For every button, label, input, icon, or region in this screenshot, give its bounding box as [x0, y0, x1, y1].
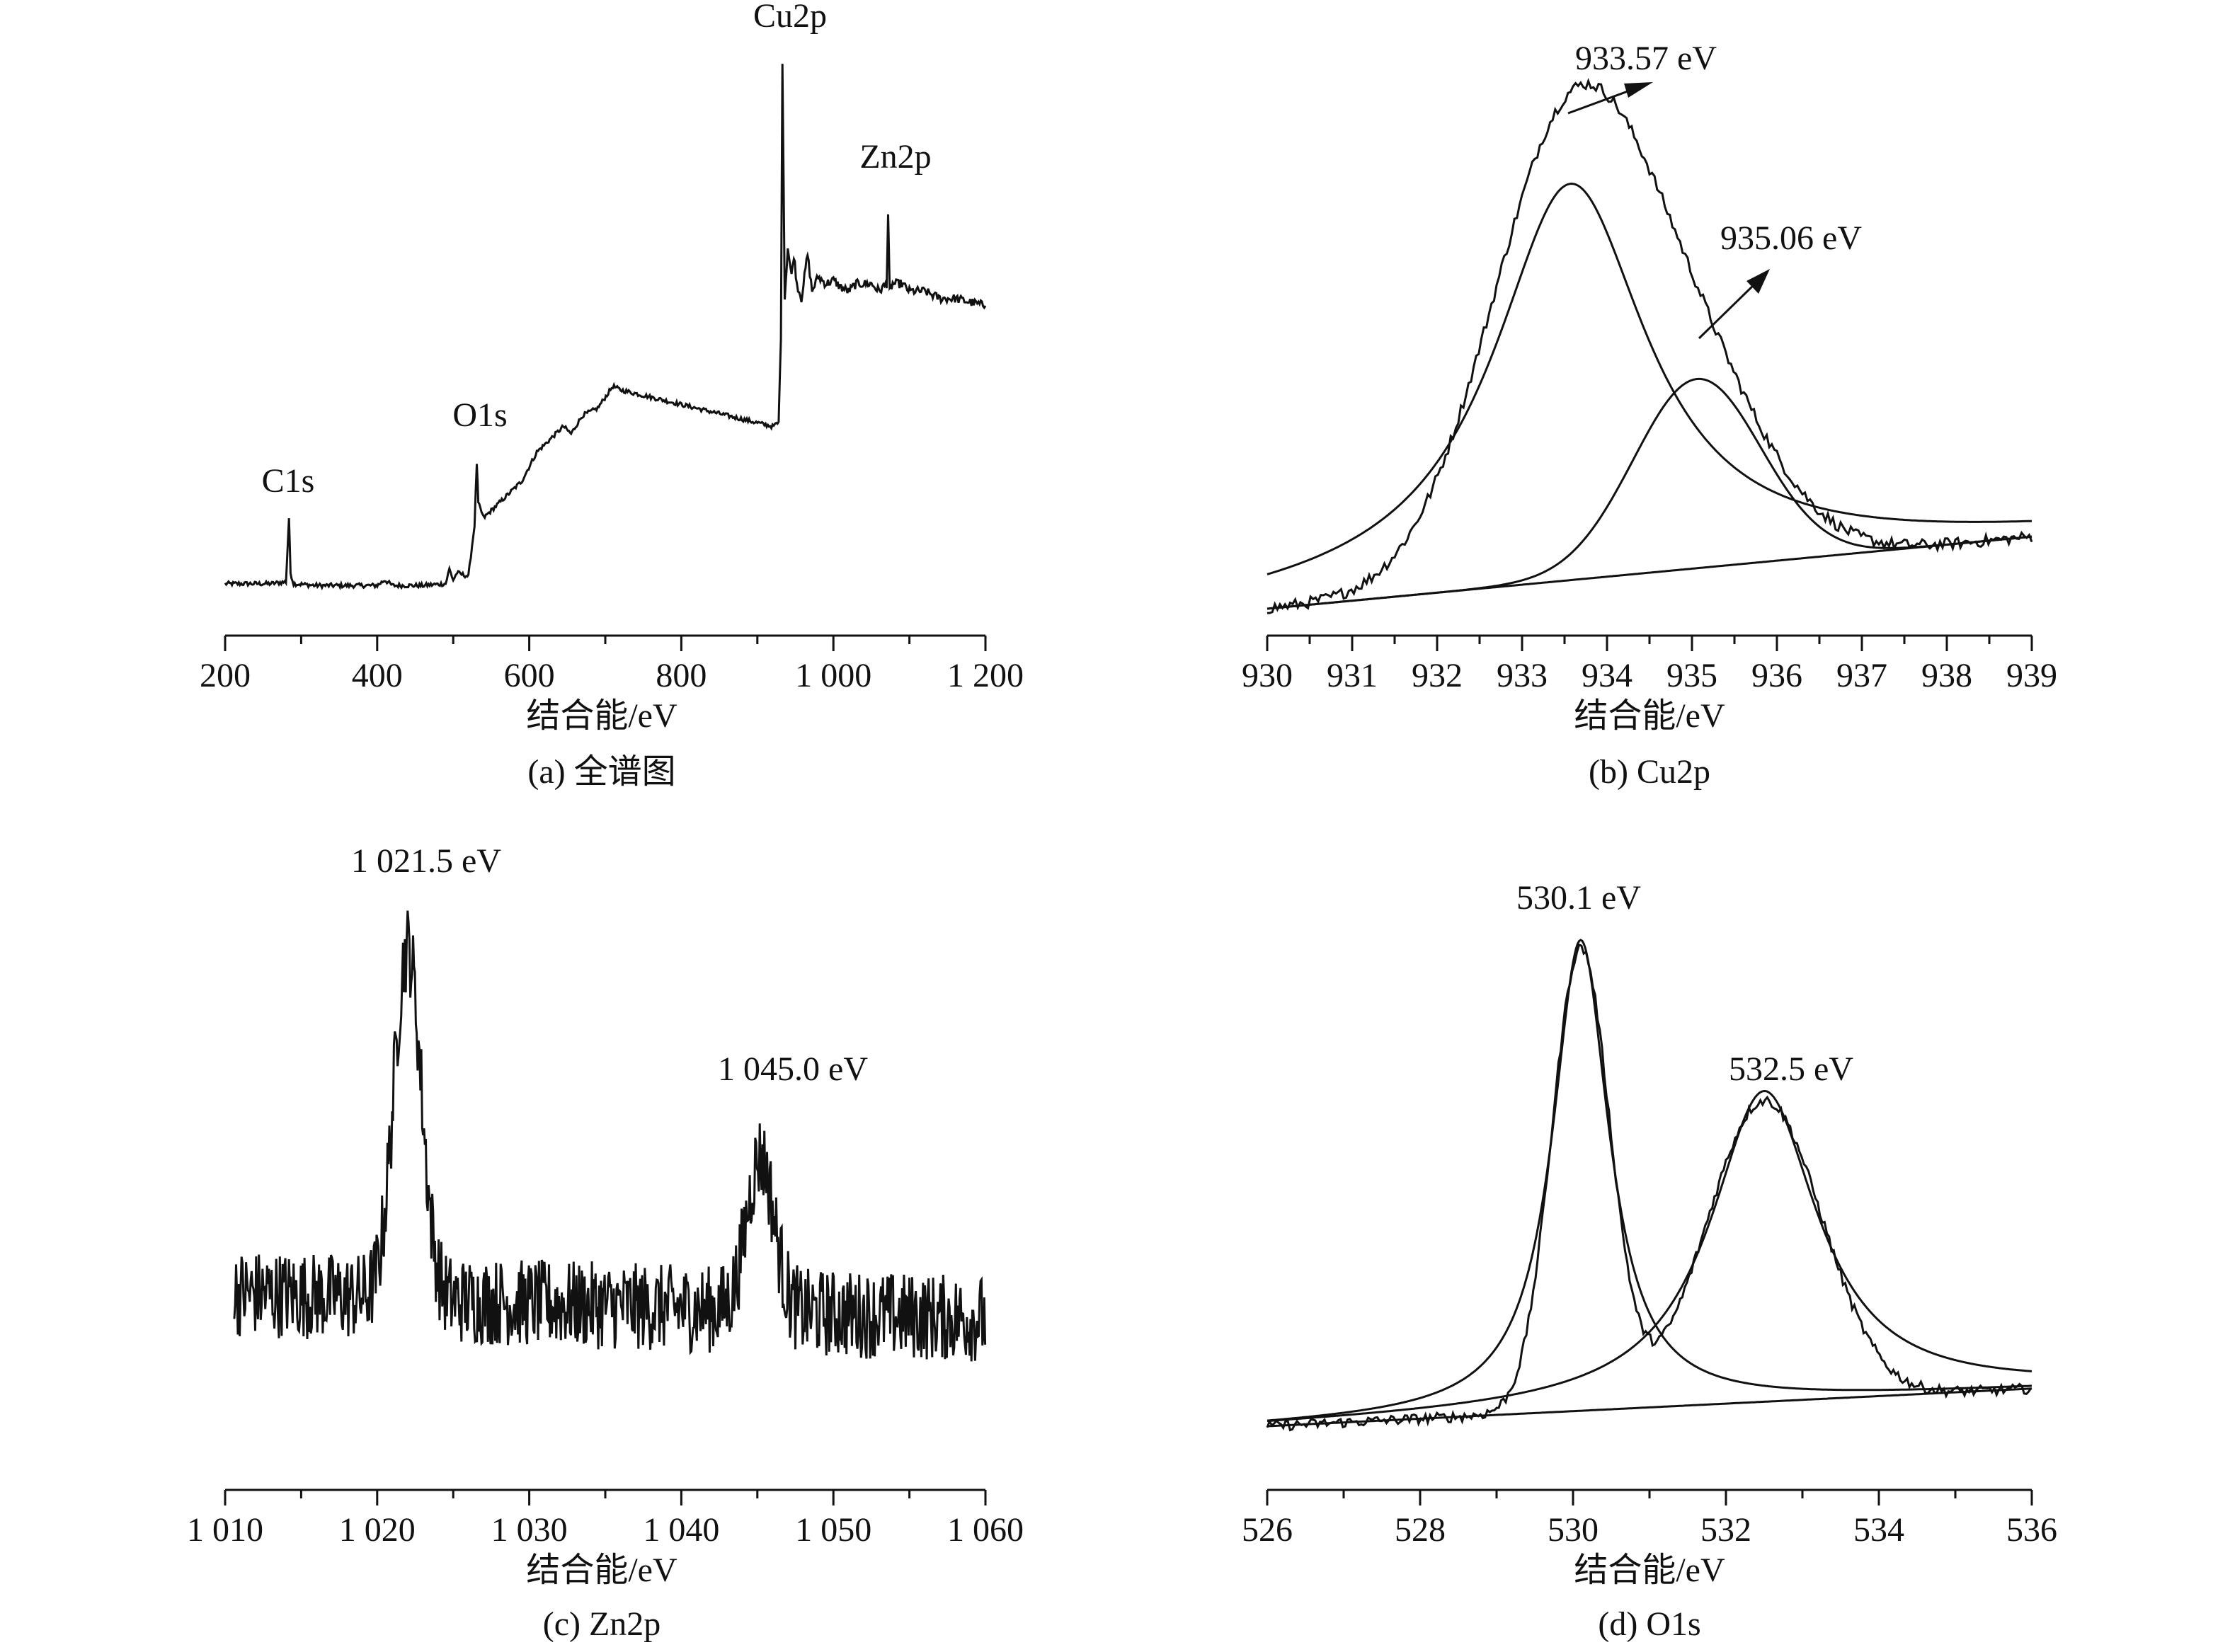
panel-d-tick-label: 536 — [2006, 1511, 2057, 1549]
panel-a-tick-label: 1 200 — [947, 657, 1024, 694]
panel-c-x-axis: 1 010 1 020 1 030 1 040 1 050 1 060 — [187, 1488, 1024, 1549]
panel-c: 1 010 1 020 1 030 1 040 1 050 1 060 1 021.5 e… — [187, 842, 1024, 1643]
panel-c-tick-label: 1 020 — [339, 1511, 416, 1549]
panel-c-caption: (c) Zn2p — [543, 1605, 661, 1643]
panel-c-plot — [233, 910, 987, 1362]
panel-b-annotation-peak1: 933.57 eV — [1575, 40, 1717, 77]
panel-b-tick-label: 938 — [1921, 657, 1972, 694]
panel-b-arrow-1 — [1567, 82, 1653, 115]
panel-d: 526 528 530 532 534 536 530.1 eV 532.5 eV 结合能… — [1242, 879, 2057, 1643]
panel-a-plot — [224, 64, 987, 591]
panel-a-tick-label: 600 — [504, 657, 555, 694]
panel-a-tick-label: 800 — [656, 657, 707, 694]
panel-a-tick-label: 1 000 — [795, 657, 871, 694]
panel-c-annotation-peak1: 1 021.5 eV — [351, 842, 501, 880]
panel-b-tick-label: 934 — [1582, 657, 1633, 694]
panel-c-spectrum-line — [233, 910, 987, 1362]
panel-c-annotation-peak2: 1 045.0 eV — [718, 1050, 868, 1088]
panel-b: 930 931 932 933 934 935 936 937 938 939 933.57 eV… — [1242, 40, 2057, 791]
panel-d-tick-label: 534 — [1853, 1511, 1904, 1549]
panel-b-fit-peak-1 — [1266, 182, 2032, 575]
panel-d-tick-label: 532 — [1700, 1511, 1751, 1549]
panel-a-spectrum-line — [224, 64, 987, 591]
panel-b-tick-label: 931 — [1327, 657, 1378, 694]
panel-b-plot — [1266, 78, 2033, 614]
panel-b-fit-peak-2 — [1266, 377, 2032, 610]
panel-c-tick-label: 1 060 — [947, 1511, 1024, 1549]
panel-d-annotation-peak1: 530.1 eV — [1516, 879, 1641, 917]
panel-d-annotation-peak2: 532.5 eV — [1729, 1050, 1853, 1088]
panel-d-plot — [1266, 939, 2032, 1432]
panel-d-x-axis-title: 结合能/eV — [1574, 1551, 1725, 1589]
panel-a-annotation-cu2p: Cu2p — [753, 0, 827, 35]
panel-b-x-axis: 930 931 932 933 934 935 936 937 938 939 — [1242, 634, 2057, 694]
panel-c-tick-label: 1 030 — [491, 1511, 568, 1549]
panel-d-experimental-line — [1266, 943, 2032, 1432]
panel-a-x-axis: 200 400 600 800 1 000 1 200 — [200, 634, 1024, 694]
panel-b-tick-label: 935 — [1666, 657, 1717, 694]
panel-a: 200 400 600 800 1 000 1 200 C1s O1s Cu2p Zn2p… — [200, 0, 1024, 791]
panel-a-x-axis-title: 结合能/eV — [526, 697, 677, 735]
panel-b-x-axis-title: 结合能/eV — [1574, 697, 1725, 735]
panel-b-tick-label: 937 — [1836, 657, 1887, 694]
panel-d-tick-label: 530 — [1548, 1511, 1599, 1549]
panel-b-tick-label: 939 — [2006, 657, 2057, 694]
panel-d-x-axis: 526 528 530 532 534 536 — [1242, 1488, 2057, 1549]
panel-a-tick-label: 200 — [200, 657, 251, 694]
panel-b-tick-label: 936 — [1751, 657, 1802, 694]
panel-a-annotation-zn2p: Zn2p — [859, 138, 931, 176]
panel-b-tick-label: 933 — [1497, 657, 1548, 694]
panel-b-caption: (b) Cu2p — [1589, 753, 1710, 791]
panel-a-caption: (a) 全谱图 — [527, 753, 675, 791]
panel-a-annotation-c1s: C1s — [262, 462, 315, 500]
panel-d-fit-peak-2 — [1266, 1089, 2032, 1423]
panel-a-annotation-o1s: O1s — [452, 396, 507, 434]
panel-d-tick-label: 528 — [1395, 1511, 1446, 1549]
panel-b-arrow-2 — [1698, 269, 1770, 340]
panel-d-fit-peak-1 — [1266, 939, 2032, 1422]
panel-a-tick-label: 400 — [352, 657, 403, 694]
panel-b-experimental-line — [1266, 78, 2033, 614]
panel-c-x-axis-title: 结合能/eV — [526, 1551, 677, 1589]
panel-b-tick-label: 930 — [1242, 657, 1293, 694]
panel-d-caption: (d) O1s — [1598, 1605, 1700, 1643]
panel-c-tick-label: 1 010 — [187, 1511, 263, 1549]
panel-c-tick-label: 1 040 — [643, 1511, 719, 1549]
panel-d-tick-label: 526 — [1242, 1511, 1293, 1549]
panel-b-annotation-peak2: 935.06 eV — [1720, 219, 1862, 257]
panel-c-tick-label: 1 050 — [795, 1511, 871, 1549]
panel-b-tick-label: 932 — [1412, 657, 1463, 694]
